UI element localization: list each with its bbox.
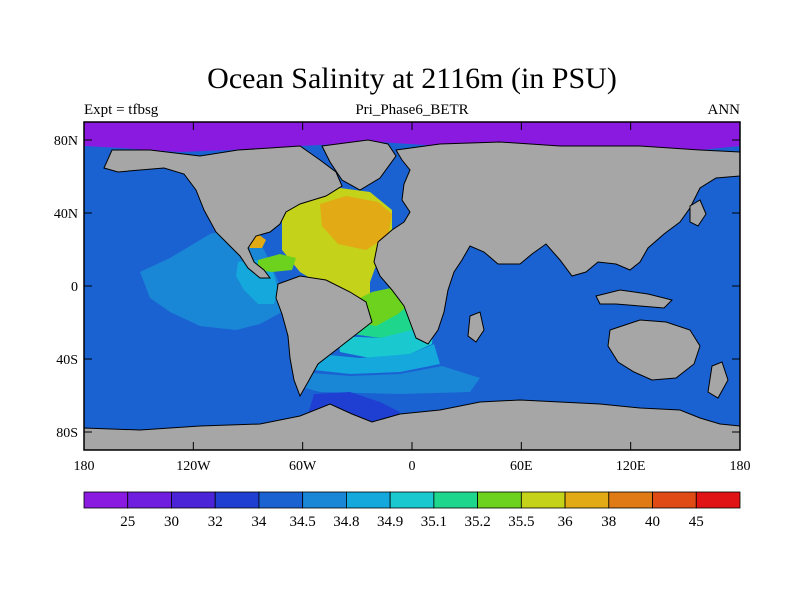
colorbar-label: 40	[645, 514, 660, 530]
latitude-axis: 80N 40N 0 40S 80S	[54, 134, 740, 441]
colorbar-swatch	[477, 491, 522, 509]
colorbar-label: 34.9	[377, 514, 403, 530]
caribbean-sea	[258, 254, 296, 272]
plot-title: Ocean Salinity at 2116m (in PSU)	[207, 62, 617, 95]
colorbar-swatch	[652, 491, 697, 509]
colorbar-label: 25	[120, 514, 135, 530]
lat-tick-label: 80N	[54, 134, 78, 149]
season-label: ANN	[708, 102, 741, 118]
colorbar-swatch	[564, 491, 610, 509]
longitude-axis: 180 120W 60W 0 60E 120E 180	[74, 122, 751, 474]
colorbar-swatch	[389, 491, 435, 509]
colorbar-swatch	[258, 491, 304, 509]
colorbar-label: 36	[558, 514, 574, 530]
lon-tick-label: 60E	[510, 459, 533, 474]
lat-tick-label: 80S	[56, 426, 78, 441]
australia	[607, 319, 701, 381]
lon-tick-label: 120W	[176, 459, 211, 474]
indonesia	[595, 289, 673, 309]
southern-34-5	[298, 366, 480, 394]
colorbar-label: 34	[251, 514, 267, 530]
colorbar-swatch	[171, 491, 216, 509]
lon-tick-label: 60W	[289, 459, 317, 474]
colorbar-swatch	[83, 491, 129, 509]
map-panel	[84, 122, 740, 450]
lon-tick-label: 180	[730, 459, 751, 474]
plot-subtitle: Pri_Phase6_BETR	[355, 102, 468, 118]
atlantic-34-9	[338, 318, 434, 358]
colorbar-swatch	[127, 491, 172, 509]
lat-tick-label: 40S	[56, 353, 78, 368]
colorbar: 25 30 32 34 34.5 34.8 34.9 35.1 35.2 35.5 36 38 40 45	[83, 491, 741, 530]
south-america	[275, 275, 373, 398]
madagascar	[467, 311, 485, 343]
colorbar-swatch	[608, 491, 653, 509]
colorbar-swatch	[214, 491, 260, 509]
north-america	[103, 145, 343, 279]
experiment-label: Expt = tfbsg	[84, 102, 159, 118]
colorbar-swatch	[302, 491, 347, 509]
arctic-ocean	[84, 122, 740, 152]
lat-tick-label: 40N	[54, 207, 78, 222]
japan	[689, 199, 707, 227]
colorbar-label: 32	[208, 514, 223, 530]
colorbar-label: 34.5	[290, 514, 316, 530]
new-zealand	[707, 361, 729, 399]
colorbar-label: 34.8	[333, 514, 359, 530]
colorbar-label: 35.2	[464, 514, 490, 530]
lon-tick-label: 120E	[616, 459, 646, 474]
colorbar-label: 38	[601, 514, 616, 530]
greenland	[321, 139, 397, 191]
colorbar-label: 30	[164, 514, 179, 530]
colorbar-label: 35.5	[508, 514, 534, 530]
lon-tick-label: 0	[409, 459, 416, 474]
colorbar-label: 35.1	[421, 514, 447, 530]
colorbar-label: 45	[689, 514, 704, 530]
colorbar-swatch	[520, 491, 566, 509]
lat-tick-label: 0	[71, 280, 78, 295]
atlantic-38	[320, 196, 392, 250]
colorbar-swatch	[433, 491, 479, 509]
lon-tick-label: 180	[74, 459, 95, 474]
antarctica	[84, 399, 740, 450]
atlantic-34-8	[314, 344, 440, 374]
colorbar-swatch	[695, 491, 741, 509]
colorbar-swatch	[345, 491, 391, 509]
eurasia-africa	[373, 141, 740, 345]
